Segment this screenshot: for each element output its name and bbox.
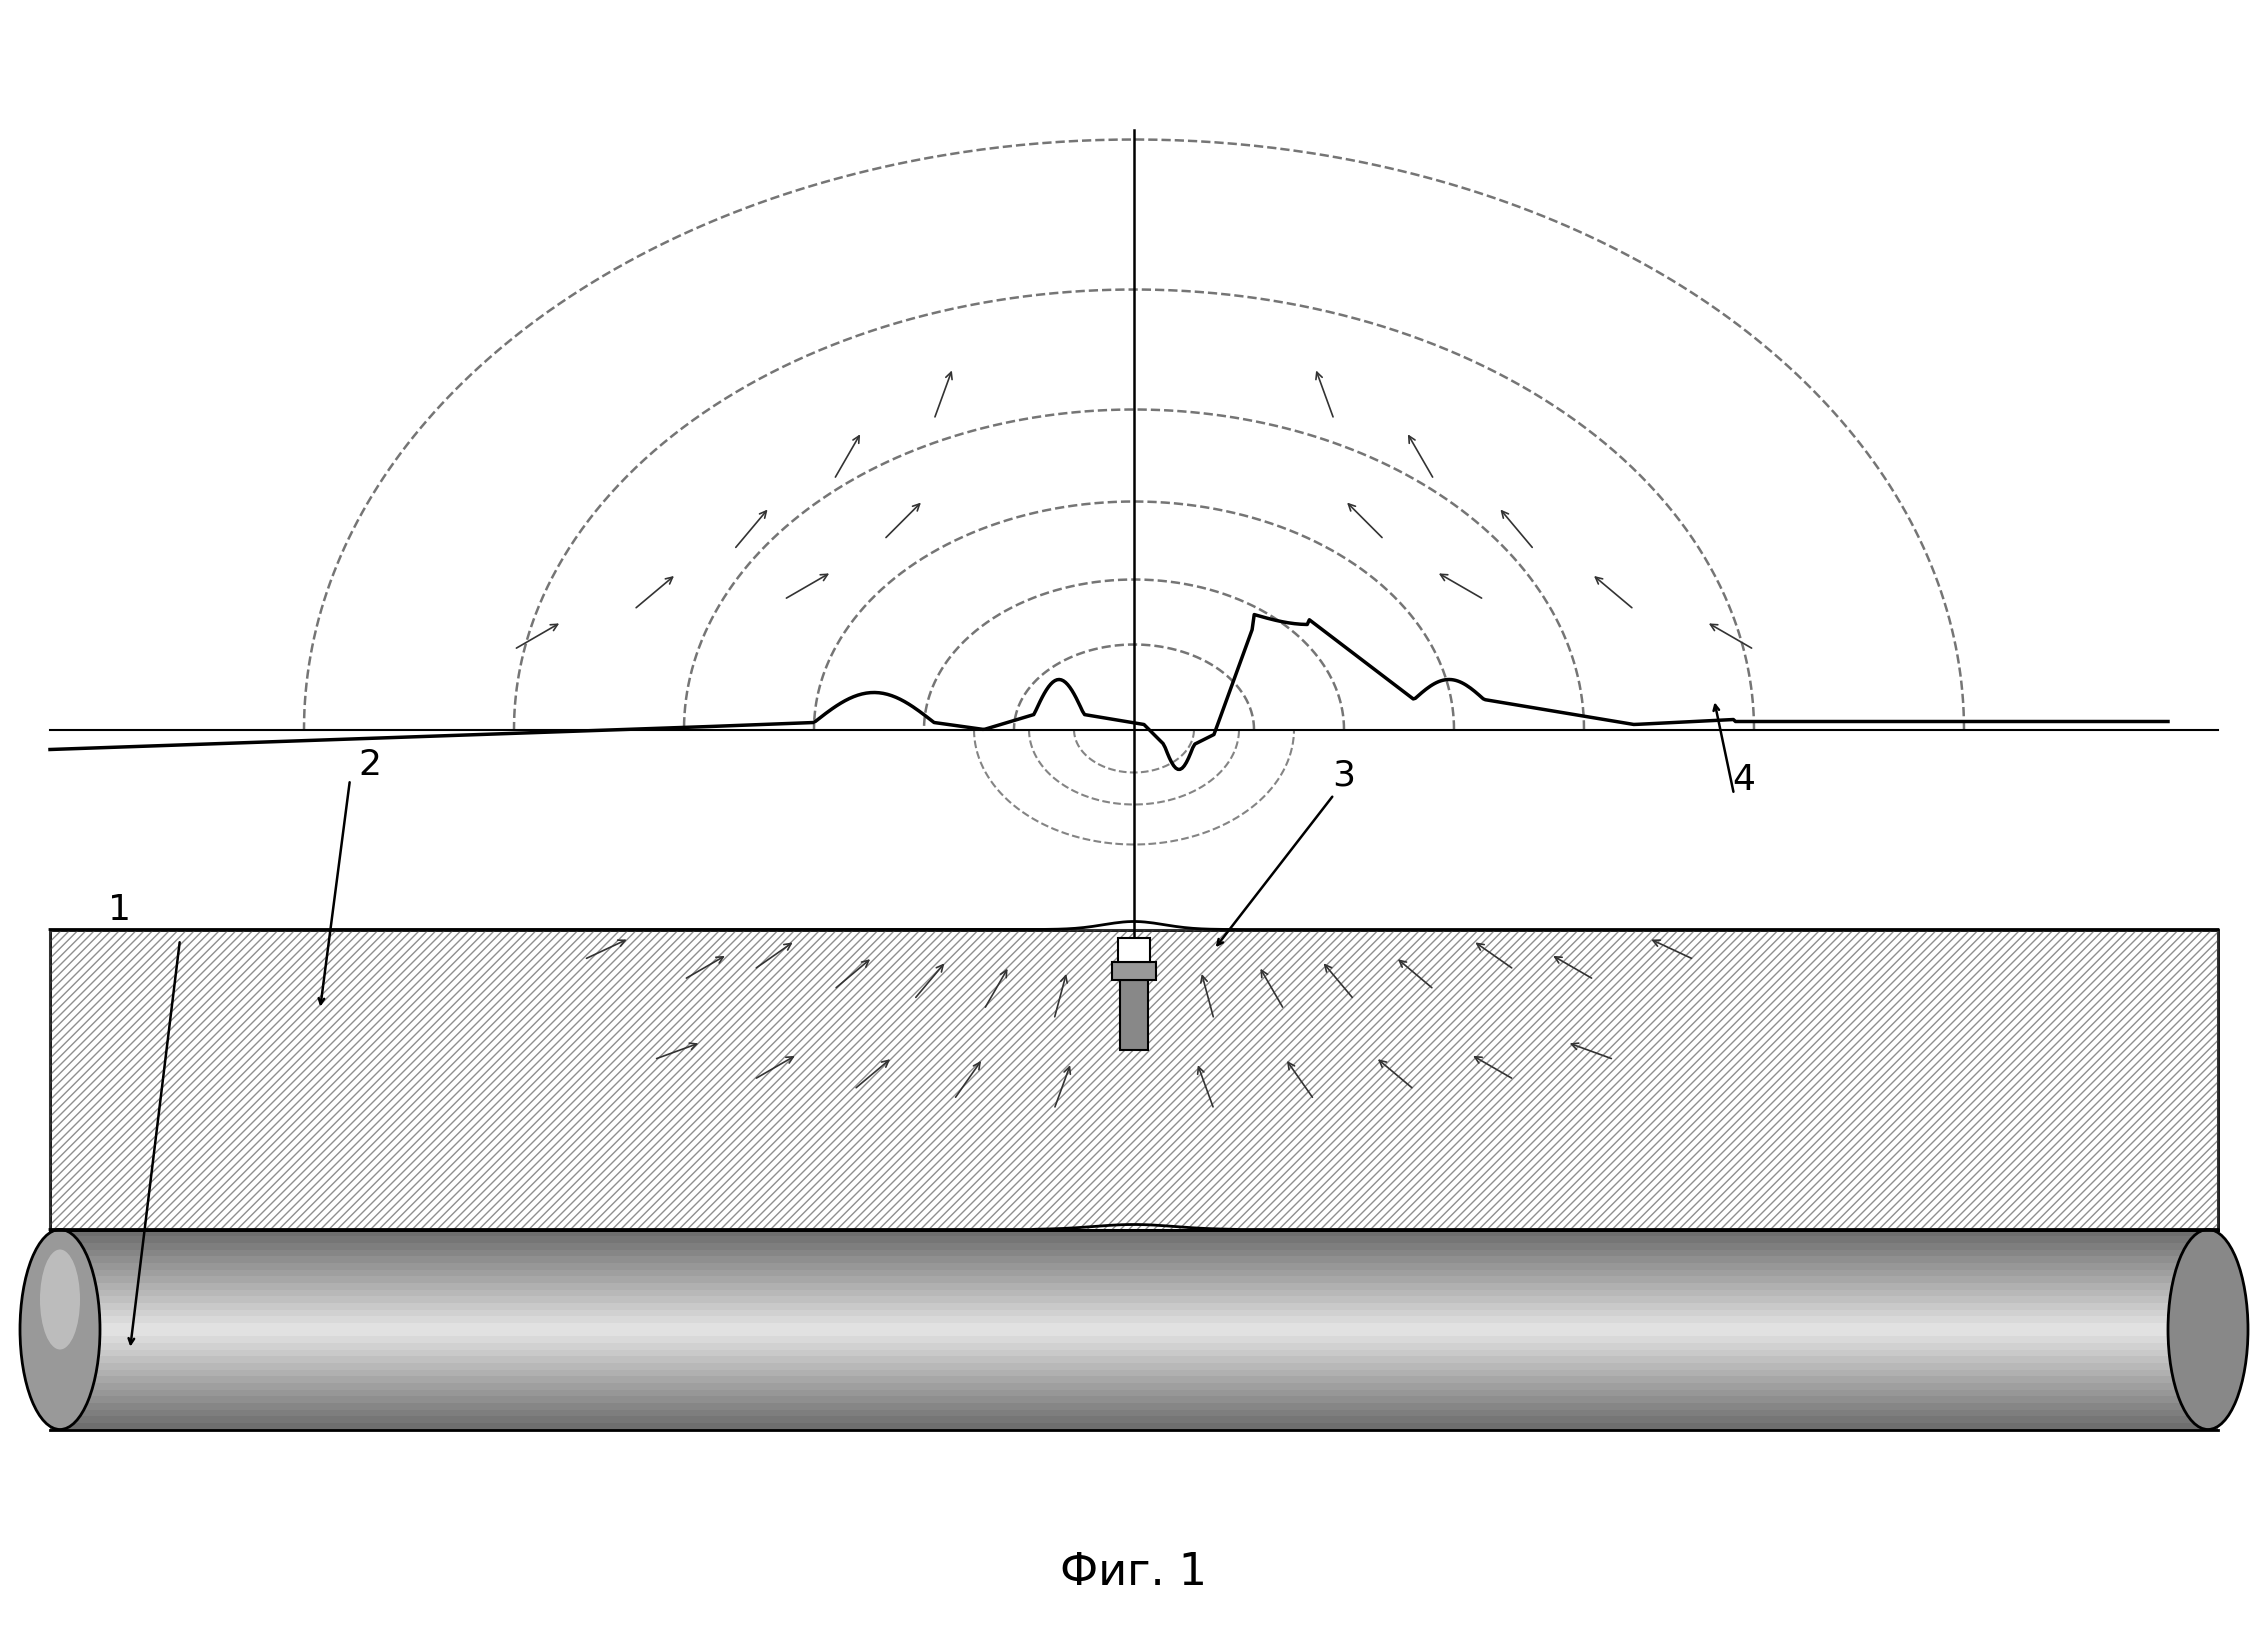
Bar: [50, 1324, 2218, 1330]
Bar: [50, 1423, 2218, 1431]
Bar: [50, 1289, 2218, 1297]
Ellipse shape: [20, 1231, 100, 1430]
Bar: [50, 1250, 2218, 1257]
Ellipse shape: [41, 1250, 79, 1350]
Bar: [50, 1350, 2218, 1358]
Bar: [50, 1237, 2218, 1244]
Bar: [50, 1310, 2218, 1317]
Bar: [50, 1244, 2218, 1250]
Bar: [50, 1283, 2218, 1291]
Bar: [50, 1263, 2218, 1271]
Bar: [50, 1382, 2218, 1390]
Bar: [50, 930, 2218, 1231]
Bar: [50, 1390, 2218, 1397]
Bar: [50, 1317, 2218, 1324]
Bar: [50, 1302, 2218, 1310]
Bar: [50, 1257, 2218, 1265]
Bar: [50, 1276, 2218, 1284]
Bar: [50, 1270, 2218, 1278]
Text: 1: 1: [109, 893, 132, 927]
Bar: [50, 1356, 2218, 1364]
Bar: [50, 1417, 2218, 1425]
Text: 2: 2: [358, 747, 381, 782]
Text: 3: 3: [1334, 757, 1356, 792]
Ellipse shape: [2168, 1231, 2248, 1430]
Bar: [50, 1296, 2218, 1304]
Bar: [1111, 961, 1157, 979]
Bar: [50, 1343, 2218, 1351]
Bar: [50, 1404, 2218, 1410]
Bar: [1118, 938, 1150, 961]
Text: Фиг. 1: Фиг. 1: [1061, 1550, 1207, 1593]
Bar: [50, 930, 2218, 1231]
Bar: [50, 1337, 2218, 1345]
Bar: [50, 1369, 2218, 1377]
Bar: [50, 1330, 2218, 1337]
Bar: [50, 1376, 2218, 1384]
Bar: [50, 1397, 2218, 1404]
Bar: [1120, 979, 1148, 1049]
Bar: [50, 1363, 2218, 1371]
Text: 4: 4: [1733, 764, 1755, 796]
Bar: [50, 1231, 2218, 1237]
Bar: [50, 1410, 2218, 1417]
